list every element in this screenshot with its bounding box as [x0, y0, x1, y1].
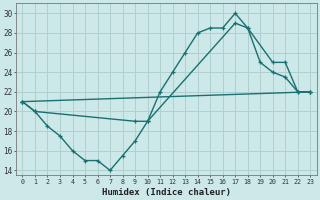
- X-axis label: Humidex (Indice chaleur): Humidex (Indice chaleur): [102, 188, 231, 197]
